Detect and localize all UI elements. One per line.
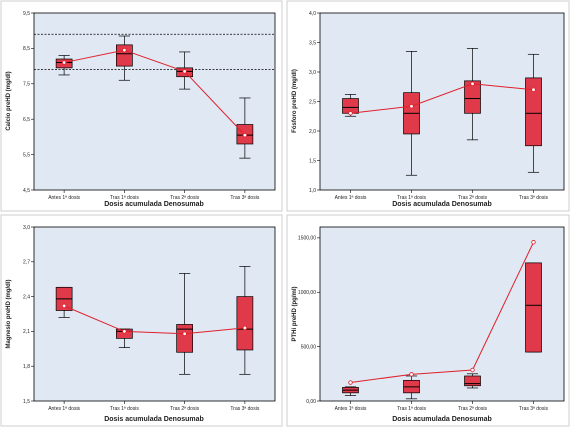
box-4 [525, 77, 542, 147]
mean-line [350, 83, 534, 114]
x-tick-label: Tras 3ª dosis [519, 406, 548, 412]
mean-point [531, 240, 536, 245]
x-tick-label: Antes 1ª dosis [335, 406, 367, 412]
x-tick-label: Antes 1ª dosis [335, 195, 367, 201]
y-tick-label: 1,0 [309, 188, 316, 194]
chart-panel-4: 0,00 500,00 1000,00 1500,00 Antes 1ª dosis Tr… [286, 214, 570, 427]
y-axis-label: Calcio preHD (mg/dl) [6, 71, 12, 130]
x-tick-label: Tras 2ª dosis [170, 195, 199, 201]
mean-point [122, 329, 127, 334]
x-tick-label: Antes 1ª dosis [48, 406, 80, 412]
mean-line [350, 242, 534, 384]
box-2 [116, 44, 133, 67]
mean-point [409, 372, 414, 377]
y-tick-label: 6,5 [23, 117, 30, 123]
box-1 [342, 98, 359, 114]
y-tick-label: 0,00 [306, 399, 316, 405]
box-4 [525, 262, 542, 353]
y-axis-label: PTHi preHD (pg/ml) [292, 286, 298, 341]
y-tick-label: 1,5 [309, 158, 316, 164]
mean-point [242, 325, 248, 331]
box-3 [176, 324, 193, 353]
x-tick-label: Tras 3ª dosis [230, 195, 259, 201]
y-tick-label: 3,5 [309, 40, 316, 46]
box-3 [464, 80, 481, 114]
plot-area [319, 12, 565, 191]
y-tick-label: 7,5 [23, 82, 30, 88]
y-tick-label: 3,0 [23, 225, 30, 231]
box-4 [236, 296, 254, 351]
y-tick-label: 2,0 [309, 129, 316, 135]
x-axis-label: Dosis acumulada Denosumab [104, 201, 204, 208]
x-tick-label: Tras 1ª dosis [110, 195, 139, 201]
mean-point [348, 380, 353, 385]
mean-point [61, 303, 67, 309]
y-tick-label: 500,00 [301, 344, 317, 350]
mean-point [348, 111, 353, 116]
x-tick-label: Tras 2ª dosis [458, 406, 487, 412]
chart-panel-2: 1,0 1,5 2,0 2,5 3,0 3,5 4,0 Antes 1ª dosis Tras … [286, 0, 570, 212]
x-tick-label: Tras 2ª dosis [458, 195, 487, 201]
y-tick-label: 1,5 [23, 399, 30, 405]
mean-point [409, 104, 414, 109]
y-tick-label: 1500,00 [298, 236, 316, 242]
x-axis-label: Dosis acumulada Denosumab [104, 416, 204, 423]
y-tick-label: 1000,00 [298, 290, 316, 296]
chart-panel-3: 1,5 1,8 2,1 2,4 2,7 3,0 Antes 1ª dosis Tras 1ª … [0, 214, 283, 427]
mean-line [64, 49, 246, 136]
plot-area [33, 12, 276, 191]
mean-point [470, 367, 475, 373]
y-axis-label: Fósforo preHD (mg/dl) [292, 69, 298, 133]
mean-point [470, 81, 475, 86]
x-tick-label: Tras 3ª dosis [519, 195, 548, 201]
y-tick-label: 8,5 [23, 46, 30, 52]
x-axis-label: Dosis acumulada Denosumab [392, 416, 492, 423]
x-tick-label: Tras 1ª dosis [397, 406, 426, 412]
mean-point [182, 331, 187, 336]
x-tick-label: Tras 2ª dosis [170, 406, 199, 412]
box-2 [116, 328, 133, 339]
x-tick-label: Tras 1ª dosis [397, 195, 426, 201]
y-tick-label: 9,5 [23, 11, 30, 17]
mean-point [122, 47, 127, 53]
y-tick-label: 1,8 [23, 364, 30, 370]
mean-line [63, 305, 245, 335]
y-axis-label: Magnesio preHD (mg/dl) [6, 279, 12, 348]
box-3 [464, 375, 481, 387]
y-tick-label: 3,0 [309, 70, 316, 76]
mean-point [531, 87, 536, 92]
y-tick-label: 4,5 [23, 188, 30, 194]
y-tick-label: 2,7 [23, 260, 30, 266]
y-tick-label: 2,5 [309, 99, 316, 105]
y-tick-label: 2,1 [23, 329, 30, 335]
x-tick-label: Antes 1ª dosis [48, 195, 80, 201]
mean-point [242, 132, 248, 138]
x-tick-label: Tras 3ª dosis [230, 406, 259, 412]
chart-panel-1: 4,5 5,5 6,5 7,5 8,5 9,5 Antes 1ª dosis Tras 1ª … [0, 0, 283, 212]
mean-point [182, 69, 187, 74]
y-tick-label: 2,4 [23, 294, 30, 300]
y-tick-label: 5,5 [23, 152, 30, 158]
mean-point [61, 60, 67, 65]
plot-area [33, 226, 276, 402]
y-tick-label: 4,0 [309, 11, 316, 17]
x-axis-label: Dosis acumulada Denosumab [392, 201, 492, 208]
x-tick-label: Tras 1ª dosis [110, 406, 139, 412]
